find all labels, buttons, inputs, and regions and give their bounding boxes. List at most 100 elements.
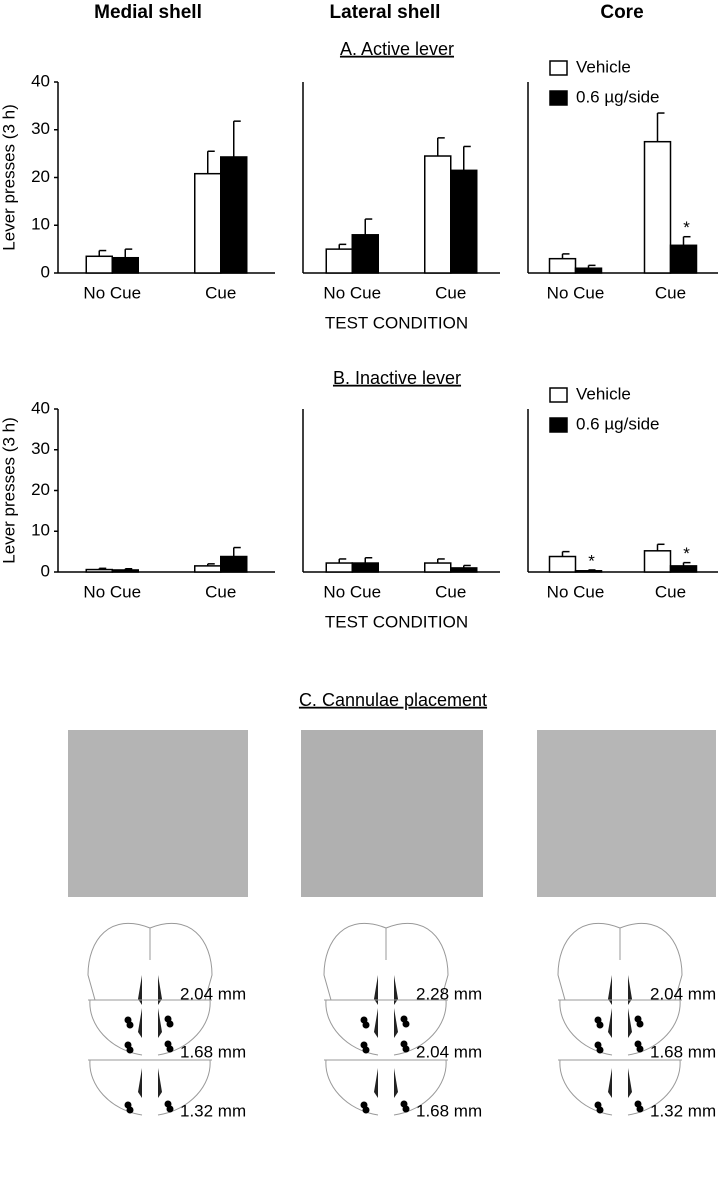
bar	[85, 568, 113, 573]
bar	[450, 169, 478, 274]
x-tick-label: Cue	[655, 582, 686, 601]
bar	[548, 555, 577, 573]
ventricle	[608, 1008, 632, 1038]
x-tick-label: No Cue	[83, 283, 141, 302]
bar	[424, 562, 452, 573]
atlas-outline	[324, 1059, 448, 1116]
atlas-outline	[558, 1059, 682, 1116]
ventricle	[138, 1068, 162, 1098]
placement-dot	[596, 1106, 604, 1114]
x-tick-label: No Cue	[323, 582, 381, 601]
placement-dot	[596, 1021, 604, 1029]
bar	[643, 550, 672, 573]
bar	[669, 244, 698, 274]
bar	[325, 248, 353, 274]
x-tick-label: Cue	[435, 283, 466, 302]
bar	[450, 567, 478, 573]
column-title: Core	[600, 2, 643, 23]
placement-dot	[166, 1105, 174, 1113]
panel-title: B. Inactive lever	[333, 368, 461, 388]
placement-dot	[166, 1020, 174, 1028]
y-tick-label: 20	[31, 167, 50, 186]
placement-dot	[636, 1105, 644, 1113]
histology-photos	[68, 730, 716, 897]
panel-title: A. Active lever	[340, 39, 454, 59]
x-tick-label: Cue	[205, 283, 236, 302]
y-tick-label: 30	[31, 439, 50, 458]
column-title: Medial shell	[94, 2, 202, 23]
legend-swatch	[549, 417, 568, 433]
bar	[325, 562, 353, 573]
placement-level: 1.68 mm	[416, 1101, 482, 1120]
ventricle	[374, 975, 398, 1005]
placement-level: 2.28 mm	[416, 984, 482, 1003]
placement-level: 2.04 mm	[416, 1042, 482, 1061]
bar	[85, 255, 113, 274]
atlas-outline	[324, 999, 448, 1056]
atlas-outline	[558, 999, 682, 1056]
column-title: Lateral shell	[330, 2, 441, 23]
x-tick-label: No Cue	[547, 582, 605, 601]
bar	[574, 570, 603, 573]
placement-dot	[596, 1046, 604, 1054]
bar	[669, 565, 698, 573]
bar	[194, 565, 222, 573]
legend-label: 0.6 µg/side	[576, 87, 660, 106]
legend-swatch	[549, 60, 568, 76]
placement-dot	[166, 1045, 174, 1053]
placement-dot	[362, 1021, 370, 1029]
y-tick-label: 10	[31, 521, 50, 540]
x-axis-label: TEST CONDITION	[325, 313, 468, 332]
ventricle	[608, 975, 632, 1005]
x-tick-label: No Cue	[547, 283, 605, 302]
legend-swatch	[549, 387, 568, 403]
placement-level: 1.32 mm	[180, 1101, 246, 1120]
placement-level: 2.04 mm	[180, 984, 246, 1003]
y-tick-label: 10	[31, 215, 50, 234]
panel-title: C. Cannulae placement	[299, 690, 487, 710]
x-tick-label: No Cue	[83, 582, 141, 601]
placement-dot	[362, 1046, 370, 1054]
atlas-drawings: 2.04 mm 1.68 mm 1.32 mm 2.28 mm 2.04 mm 1.68 …	[87, 922, 716, 1120]
bar	[111, 569, 139, 573]
significance-marker: *	[683, 218, 690, 237]
atlas-outline	[323, 922, 449, 1001]
y-tick-label: 0	[41, 262, 50, 281]
y-axis-label: Lever presses (3 h)	[0, 417, 18, 563]
placement-level: 1.68 mm	[650, 1042, 716, 1061]
placement-dot	[126, 1106, 134, 1114]
placement-dot	[402, 1045, 410, 1053]
x-tick-label: Cue	[655, 283, 686, 302]
bar	[643, 140, 672, 274]
bar	[548, 257, 577, 274]
photo	[301, 730, 483, 897]
placement-dot	[126, 1046, 134, 1054]
legend-label: 0.6 µg/side	[576, 414, 660, 433]
y-tick-label: 40	[31, 398, 50, 417]
bar	[574, 267, 603, 274]
atlas-outline	[88, 1059, 212, 1116]
placement-dot	[126, 1021, 134, 1029]
photo	[68, 730, 248, 897]
significance-marker: *	[588, 551, 595, 570]
placement-dot	[636, 1045, 644, 1053]
bar	[424, 155, 452, 274]
atlas-outline	[88, 999, 212, 1056]
bar	[351, 234, 379, 274]
y-axis-label: Lever presses (3 h)	[0, 104, 18, 250]
x-tick-label: Cue	[205, 582, 236, 601]
y-tick-label: 30	[31, 119, 50, 138]
placement-dot	[362, 1106, 370, 1114]
y-tick-label: 0	[41, 561, 50, 580]
y-tick-label: 20	[31, 480, 50, 499]
ventricle	[138, 1008, 162, 1038]
atlas-outline	[557, 922, 683, 1001]
y-tick-label: 40	[31, 71, 50, 90]
placement-dot	[402, 1105, 410, 1113]
bar	[351, 562, 379, 573]
atlas-outline	[87, 922, 213, 1001]
bar	[220, 156, 248, 274]
x-tick-label: Cue	[435, 582, 466, 601]
